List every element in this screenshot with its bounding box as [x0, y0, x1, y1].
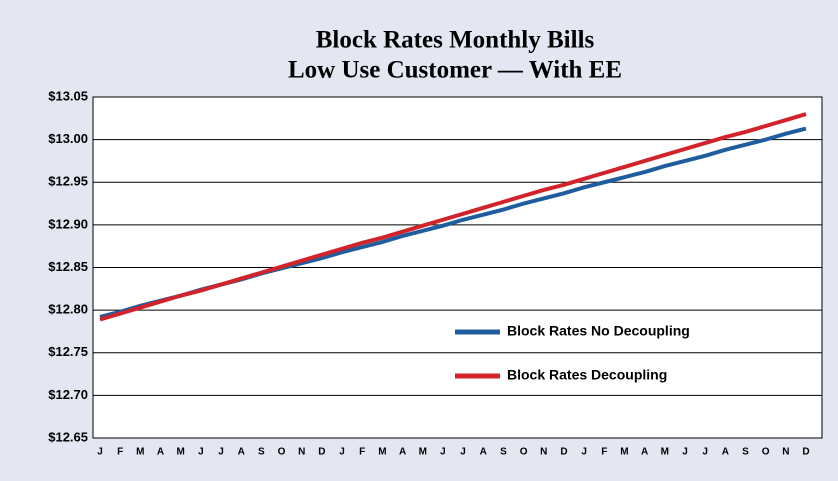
- x-tick-label: O: [520, 447, 528, 458]
- x-tick-label: M: [136, 447, 144, 458]
- x-tick-label: A: [480, 447, 487, 458]
- x-tick-label: A: [238, 447, 245, 458]
- y-tick-label: $13.00: [48, 131, 88, 146]
- x-tick-label: M: [378, 447, 386, 458]
- x-tick-label: M: [661, 447, 669, 458]
- x-tick-label: D: [318, 447, 325, 458]
- x-tick-label: J: [581, 447, 587, 458]
- x-tick-label: M: [177, 447, 185, 458]
- chart-title: Block Rates Monthly Bills: [316, 27, 595, 54]
- x-tick-label: N: [540, 447, 547, 458]
- legend-label: Block Rates Decoupling: [507, 367, 667, 383]
- x-tick-label: F: [359, 447, 365, 458]
- y-tick-label: $12.65: [48, 429, 88, 444]
- x-tick-label: S: [258, 447, 265, 458]
- x-tick-label: A: [722, 447, 729, 458]
- x-tick-label: D: [560, 447, 567, 458]
- x-tick-label: N: [298, 447, 305, 458]
- x-tick-label: A: [157, 447, 164, 458]
- y-tick-label: $12.90: [48, 216, 88, 231]
- x-tick-label: J: [97, 447, 103, 458]
- x-tick-label: O: [762, 447, 770, 458]
- x-tick-label: M: [419, 447, 427, 458]
- x-tick-label: J: [460, 447, 466, 458]
- x-tick-label: M: [620, 447, 628, 458]
- x-tick-label: O: [278, 447, 286, 458]
- y-tick-label: $12.95: [48, 174, 88, 189]
- y-tick-label: $13.05: [48, 88, 88, 103]
- x-tick-label: F: [601, 447, 607, 458]
- y-tick-label: $12.80: [48, 302, 88, 317]
- x-tick-label: J: [440, 447, 446, 458]
- x-tick-label: F: [117, 447, 123, 458]
- chart-subtitle: Low Use Customer — With EE: [288, 57, 622, 84]
- x-tick-label: A: [399, 447, 406, 458]
- y-tick-label: $12.75: [48, 344, 88, 359]
- x-tick-label: J: [682, 447, 688, 458]
- x-tick-label: J: [218, 447, 224, 458]
- x-tick-label: S: [500, 447, 507, 458]
- legend-label: Block Rates No Decoupling: [507, 323, 690, 339]
- y-tick-label: $12.85: [48, 259, 88, 274]
- series-line: [99, 112, 807, 322]
- x-tick-label: N: [782, 447, 789, 458]
- x-tick-label: S: [742, 447, 749, 458]
- x-tick-label: J: [198, 447, 204, 458]
- x-tick-label: D: [802, 447, 809, 458]
- x-tick-label: A: [641, 447, 648, 458]
- y-tick-label: $12.70: [48, 387, 88, 402]
- x-tick-label: J: [339, 447, 345, 458]
- x-tick-label: J: [702, 447, 708, 458]
